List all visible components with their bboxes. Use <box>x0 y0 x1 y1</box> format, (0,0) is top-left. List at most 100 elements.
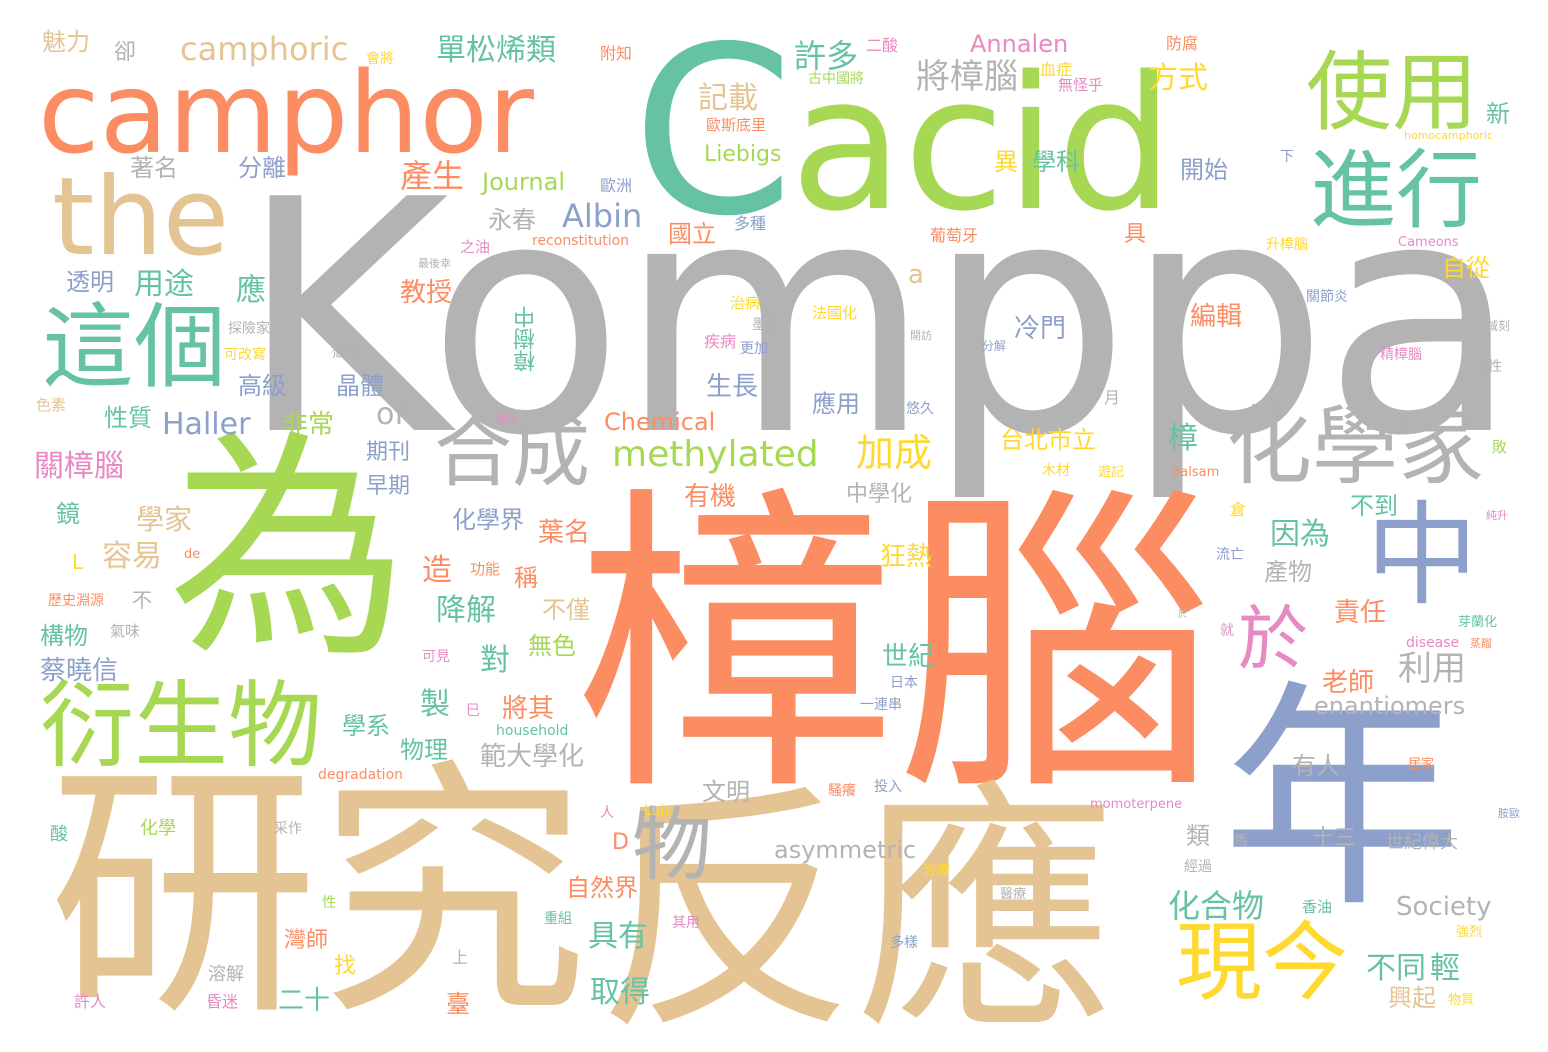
word-tanxianjia: 探險家 <box>228 321 270 337</box>
word-sesu: 色素 <box>36 396 67 414</box>
word-balsam: balsam <box>1172 465 1220 480</box>
word-shiyong: 使用 <box>1306 43 1478 143</box>
word-xuejia: 學家 <box>136 503 193 536</box>
word-bianji: 編輯 <box>1190 302 1243 332</box>
word-faguohua: 法國化 <box>812 304 858 322</box>
word-jiangqi: 將其 <box>502 694 555 724</box>
word-laoshi: 老師 <box>1322 668 1375 698</box>
word-yiliao: 醫療 <box>1000 887 1027 902</box>
word-zhi: 製 <box>420 687 450 722</box>
word-wuzhi: 物質 <box>1448 993 1475 1008</box>
word-fandaxuehua: 範大學化 <box>480 742 585 772</box>
word-wanshi: 灣師 <box>284 928 329 953</box>
word-camphor: camphor <box>38 49 534 179</box>
word-touming: 透明 <box>66 268 114 296</box>
word-xiangyou: 香油 <box>1302 898 1333 916</box>
word-enantiomers: enantiomers <box>1314 692 1466 720</box>
word-ershi: 二十 <box>278 986 331 1016</box>
word-putaoya: 葡萄牙 <box>930 226 979 245</box>
word-jiacheng: 加成 <box>856 431 933 475</box>
word-hecheng: 合成 <box>434 408 591 498</box>
word-zhibing: 治病 <box>730 294 761 312</box>
word-jingti: 晶體 <box>336 372 384 400</box>
word-duoyang: 多樣 <box>890 935 918 951</box>
word-bujin: 不僅 <box>542 596 590 624</box>
word-L: L <box>72 550 84 574</box>
word-zhao: 找 <box>334 954 357 979</box>
word-huijiang: 會將 <box>366 51 394 67</box>
word-huaxuejie: 化學界 <box>452 506 524 534</box>
word-degradation: degradation <box>318 767 404 783</box>
word-xingzhi: 性質 <box>104 404 152 432</box>
word-huaxue: 化學 <box>140 818 176 839</box>
word-suan: 酸 <box>50 824 68 845</box>
word-xia: 下 <box>1280 149 1294 165</box>
word-youji2: 遊記 <box>1098 465 1125 480</box>
word-jiangjie: 降解 <box>436 593 496 628</box>
word-ouzhou: 歐洲 <box>600 176 633 195</box>
word-youren: 有人 <box>1292 752 1340 780</box>
word-cameons: Cameons <box>1398 235 1459 250</box>
word-homocamphoric: homocamphoric <box>1404 129 1493 142</box>
word-touru: 投入 <box>874 779 902 795</box>
word-rongyi: 容易 <box>102 539 162 574</box>
word-society: Society <box>1396 892 1492 922</box>
word-cang: 倉 <box>1230 500 1247 519</box>
word-liebigs: Liebigs <box>704 142 782 167</box>
word-jiaoshou: 教授 <box>400 278 453 308</box>
word-xianjin: 現今 <box>1176 913 1348 1013</box>
word-xuduo: 許多 <box>794 37 859 75</box>
word-caixiaoxin: 蔡曉信 <box>40 656 119 686</box>
word-komppa: Komppa <box>238 131 1520 506</box>
word-riben: 日本 <box>890 675 918 691</box>
word-wu: 物 <box>632 799 712 892</box>
word-yalanhua: 芽蘭化 <box>1458 615 1498 630</box>
word-que: 卻 <box>114 40 137 65</box>
word-zhiliao: 治療 <box>922 863 950 879</box>
word-haller: Haller <box>162 407 251 442</box>
word-zeren: 責任 <box>1334 598 1387 628</box>
word-zhege: 這個 <box>42 294 227 401</box>
word-shang: 上 <box>452 948 469 967</box>
word-kaifang: 開訪 <box>910 329 932 342</box>
word-wuli: 物理 <box>400 736 448 764</box>
word-D: D <box>612 830 629 855</box>
word-youji: 有機 <box>684 482 737 512</box>
word-kuangre: 狂熱 <box>880 542 933 572</box>
word-zhong: 中 <box>1366 491 1478 621</box>
word-disease: disease <box>1406 635 1460 651</box>
word-of: of <box>376 397 405 432</box>
word-rongjie: 溶解 <box>208 964 244 985</box>
word-kaishi: 開始 <box>1180 156 1228 184</box>
word-yilianchuan: 一連串 <box>860 697 902 713</box>
word-zhang: 樟 <box>1168 421 1198 456</box>
word-wei: 為 <box>168 410 409 690</box>
word-kegaixie: 可改寫 <box>224 347 266 363</box>
word-gouwu: 構物 <box>40 622 88 650</box>
word-jing: 鏡 <box>56 500 80 528</box>
word-tuifeng: 頹風 <box>332 345 360 361</box>
word-chemical: Chemical <box>604 408 716 436</box>
word-qing: 輕 <box>1430 951 1460 986</box>
word-xingqi: 興起 <box>1388 984 1436 1012</box>
word-albin: Albin <box>562 197 643 235</box>
word-zao: 造 <box>422 553 452 588</box>
word-asymmetric: asymmetric <box>774 836 917 864</box>
word-ma: 馬 <box>1234 833 1248 849</box>
word-tai: 臺 <box>446 990 470 1018</box>
word-yu-small: 於 <box>1178 609 1188 620</box>
word-si: 巳 <box>466 703 480 719</box>
word-nian: 年 <box>1222 660 1463 940</box>
word-lei: 類 <box>1186 822 1210 850</box>
word-budao: 不到 <box>1350 492 1398 520</box>
word-ousidili: 歐斯底里 <box>706 116 767 134</box>
word-zicong: 自從 <box>1442 254 1490 282</box>
word-chansheng: 產生 <box>400 157 465 195</box>
word-liyong: 利用 <box>1398 649 1466 689</box>
word-ersuan: 二酸 <box>866 36 899 55</box>
word-zhangxing: 漲性 <box>1474 359 1502 375</box>
word-zaoqi: 早期 <box>366 474 411 499</box>
word-bai: 敗 <box>1492 438 1508 456</box>
word-chongzu: 重組 <box>544 911 572 927</box>
